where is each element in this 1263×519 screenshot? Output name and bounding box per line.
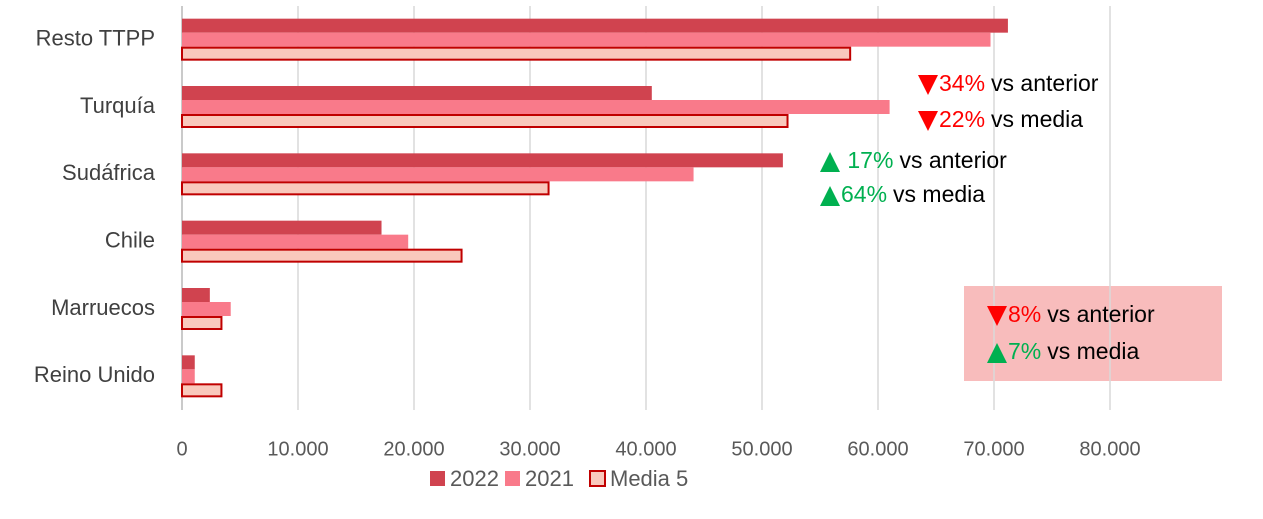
annotation-pct: 22% <box>939 106 985 132</box>
annotation-pct: 8% <box>1008 301 1041 327</box>
category-label: Sudáfrica <box>62 160 156 185</box>
bar <box>182 220 382 235</box>
annotation-text: vs anterior <box>991 70 1099 96</box>
bar <box>181 46 852 61</box>
bar <box>182 18 1008 33</box>
x-tick-label: 50.000 <box>731 438 792 460</box>
trend-arrow <box>987 343 1007 363</box>
bar <box>182 100 890 114</box>
x-tick-label: 0 <box>176 438 187 460</box>
annotation-pct: 17% <box>841 147 893 173</box>
annotation: 34% vs anterior <box>939 70 1099 96</box>
annotation: 64% vs media <box>841 181 985 207</box>
bar <box>181 383 223 398</box>
annotation-pct: 64% <box>841 181 887 207</box>
legend-label: Media 5 <box>610 466 688 491</box>
bar <box>182 167 694 182</box>
legend-swatch <box>430 471 445 486</box>
annotation-text: vs media <box>991 106 1083 132</box>
trend-arrow <box>820 152 840 172</box>
category-label: Chile <box>105 227 155 252</box>
summary-box <box>964 286 1222 381</box>
bar <box>182 369 195 384</box>
legend-swatch <box>589 470 606 487</box>
bar <box>181 248 463 263</box>
category-label: Turquía <box>80 93 156 118</box>
x-tick-label: 40.000 <box>615 438 676 460</box>
trend-arrow <box>987 306 1007 326</box>
annotation: 8% vs anterior <box>1008 301 1155 327</box>
bar <box>182 355 195 370</box>
bar <box>182 288 210 302</box>
legend-label: 2021 <box>525 466 574 491</box>
category-label: Marruecos <box>51 295 155 320</box>
annotation-text: vs anterior <box>899 147 1007 173</box>
category-label: Reino Unido <box>34 362 155 387</box>
annotation-text: vs anterior <box>1047 301 1155 327</box>
annotation-pct: 34% <box>939 70 985 96</box>
annotation: 7% vs media <box>1008 338 1139 364</box>
trend-arrow <box>820 186 840 206</box>
x-tick-label: 20.000 <box>383 438 444 460</box>
bar <box>182 302 231 316</box>
bar <box>182 86 652 100</box>
annotation-pct: 7% <box>1008 338 1041 364</box>
bar <box>182 234 409 249</box>
bar <box>181 181 550 196</box>
trend-arrow <box>918 75 938 95</box>
x-tick-label: 30.000 <box>499 438 560 460</box>
bar <box>181 114 789 128</box>
trend-arrow <box>918 111 938 131</box>
annotation-text: vs media <box>893 181 985 207</box>
bar <box>181 316 223 330</box>
x-tick-label: 60.000 <box>847 438 908 460</box>
x-tick-label: 80.000 <box>1079 438 1140 460</box>
annotation: 17% vs anterior <box>841 147 1007 173</box>
annotation-text: vs media <box>1047 338 1139 364</box>
annotation: 22% vs media <box>939 106 1083 132</box>
category-label: Resto TTPP <box>36 25 155 50</box>
bar <box>182 153 783 168</box>
legend-label: 2022 <box>450 466 499 491</box>
x-tick-label: 70.000 <box>963 438 1024 460</box>
bar <box>182 32 991 47</box>
legend-swatch <box>505 471 520 486</box>
x-tick-label: 10.000 <box>267 438 328 460</box>
